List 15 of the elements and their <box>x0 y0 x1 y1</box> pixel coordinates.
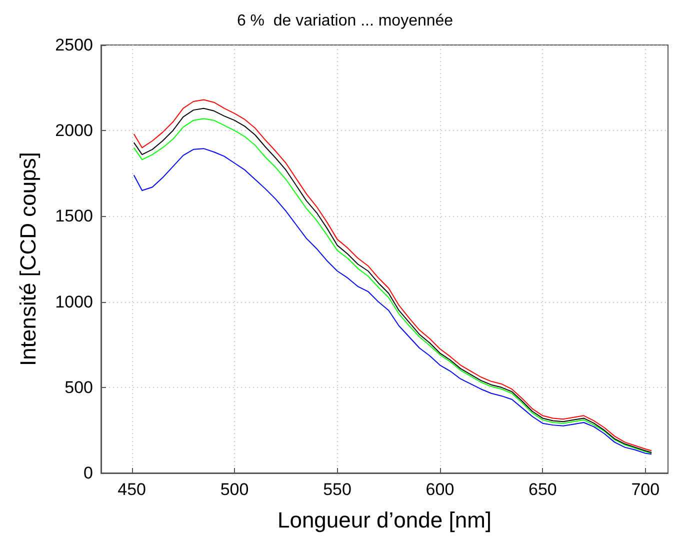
x-tick-label: 550 <box>323 480 352 499</box>
y-tick-label: 2000 <box>55 121 93 140</box>
x-tick-label: 450 <box>118 480 146 499</box>
x-tick-label: 700 <box>631 480 660 499</box>
chart-title: 6 % de variation ... moyennée <box>236 12 454 30</box>
y-tick-label: 1500 <box>55 206 93 226</box>
y-tick-label: 0 <box>84 464 93 482</box>
x-tick-label: 650 <box>528 480 557 499</box>
y-tick-label: 500 <box>64 378 93 397</box>
x-axis-title: Longueur d’onde [nm] <box>277 508 492 532</box>
y-tick-label: 1000 <box>55 292 93 312</box>
y-tick-label: 2500 <box>55 36 93 54</box>
y-axis-title: Intensité [CCD coups] <box>16 152 40 366</box>
x-tick-label: 500 <box>220 480 249 499</box>
x-tick-label: 600 <box>426 480 454 499</box>
